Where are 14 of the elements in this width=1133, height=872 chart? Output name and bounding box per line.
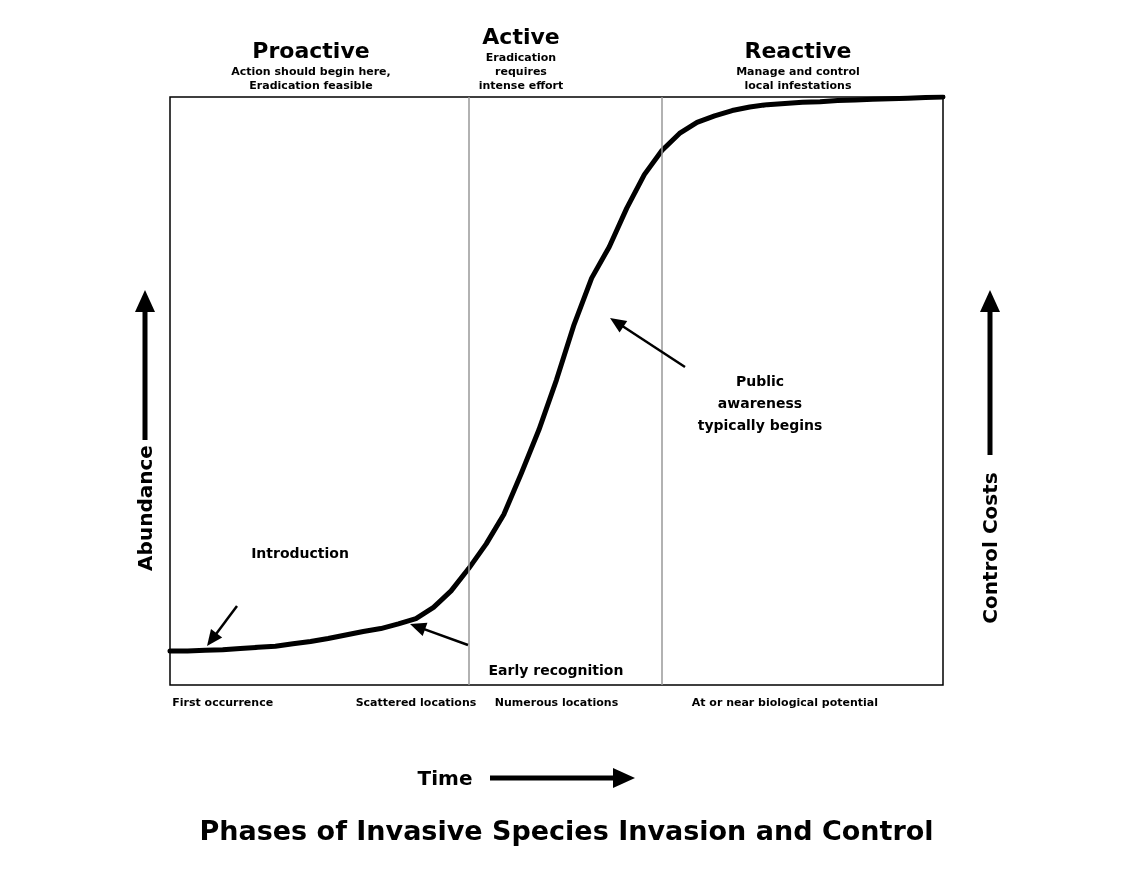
annotation: Early recognition [488, 662, 624, 678]
x-axis-title: Time [417, 766, 473, 790]
text: Active Eradication requires intense effort [478, 23, 564, 92]
annotation: Introduction [251, 545, 349, 561]
x-tick-label: First occurrence [172, 696, 274, 709]
x-tick-label: Numerous locations [494, 696, 619, 709]
text: Proactive Action should begin here, Eradication feasible [231, 37, 391, 92]
text: Reactive Manage and control local infestations [736, 37, 860, 92]
y-axis-title: Abundance [133, 445, 157, 571]
y2-axis-title: Control Costs [978, 472, 1002, 624]
x-tick-label: At or near biological potential [691, 696, 879, 709]
x-tick-label: Scattered locations [355, 696, 477, 709]
annotation: Public awareness typically begins [697, 373, 823, 433]
text: Phases of Invasive Species Invasion and Control [199, 814, 934, 846]
